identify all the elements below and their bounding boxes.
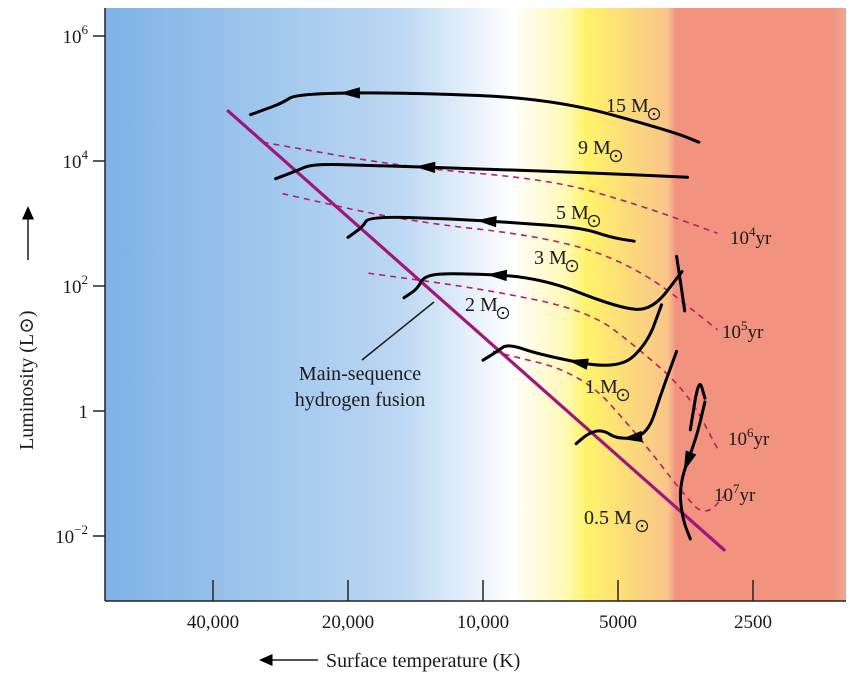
sun-symbol-icon [609, 149, 623, 163]
track-label: 9 M [578, 137, 611, 159]
sun-symbol-icon [496, 306, 510, 320]
track-line [346, 215, 636, 243]
x-axis-title: Surface temperature (K) [326, 650, 520, 672]
track-label: 2 M [465, 294, 498, 316]
y-tick-label: 104 [63, 147, 89, 173]
track-line [249, 91, 701, 144]
track-label: 3 M [534, 247, 567, 269]
track-line [402, 270, 684, 311]
x-tick-label: 5000 [599, 612, 637, 633]
sun-symbol-icon [616, 388, 630, 402]
y-axis-ticks: 106 104 102 1 10−2 [55, 22, 105, 548]
sun-symbol-icon [647, 107, 661, 121]
x-tick-label: 2500 [734, 612, 772, 633]
y-tick-label: 102 [63, 272, 89, 298]
x-tick-label: 20,000 [322, 612, 374, 633]
track-arrow [475, 215, 497, 228]
isochrone-label: 105yr [722, 318, 764, 343]
track-label: 1 M [585, 376, 618, 398]
track-arm [688, 383, 707, 432]
x-axis-ticks: 40,000 20,000 10,000 5000 2500 [187, 580, 772, 633]
track-labels: 15 M 9 M 5 M 3 M 2 M 1 M 0.5 M [465, 95, 661, 533]
main-sequence-line [226, 109, 726, 552]
isochrones: 104yr 105yr 106yr 107yr [262, 141, 772, 512]
y-tick-label: 106 [63, 22, 89, 48]
y-tick-label: 10−2 [55, 522, 88, 548]
track-line [274, 162, 689, 181]
track-arrow [414, 161, 436, 174]
track-arrow [339, 87, 360, 99]
x-axis-title-group: Surface temperature (K) [259, 650, 520, 672]
track-arrow [486, 269, 508, 282]
isochrone-label: 107yr [714, 481, 756, 506]
x-tick-label: 10,000 [457, 612, 509, 633]
y-tick-label: 1 [79, 402, 89, 423]
main-sequence-label-line2: hydrogen fusion [295, 389, 426, 411]
track-label: 15 M [606, 95, 649, 117]
track-arm [675, 254, 687, 313]
main-sequence-label-line1: Main-sequence [299, 363, 421, 385]
main-sequence [226, 109, 726, 552]
y-axis-title: Luminosity (L⊙) [16, 310, 38, 450]
sun-symbol-icon [587, 214, 601, 228]
isochrone-label: 104yr [730, 224, 772, 249]
y-axis-title-group: Luminosity (L⊙) [16, 206, 38, 450]
track-arrow [621, 430, 643, 443]
main-sequence-annotation: Main-sequence hydrogen fusion [295, 301, 435, 411]
x-tick-label: 40,000 [187, 612, 239, 633]
main-sequence-pointer [361, 301, 435, 361]
isochrone-line [492, 350, 729, 512]
track-label: 0.5 M [584, 507, 632, 529]
evolutionary-tracks [249, 87, 707, 541]
track-label: 5 M [556, 202, 589, 224]
isochrone-line [262, 141, 718, 234]
isochrone-label: 106yr [728, 425, 770, 450]
sun-symbol-icon [565, 259, 579, 273]
isochrone-line [282, 192, 718, 331]
track-arrow [683, 450, 697, 472]
track-arrow [567, 358, 589, 370]
plot-background [105, 8, 846, 601]
isochrone-line [368, 272, 719, 449]
sun-symbol-icon [635, 519, 649, 533]
